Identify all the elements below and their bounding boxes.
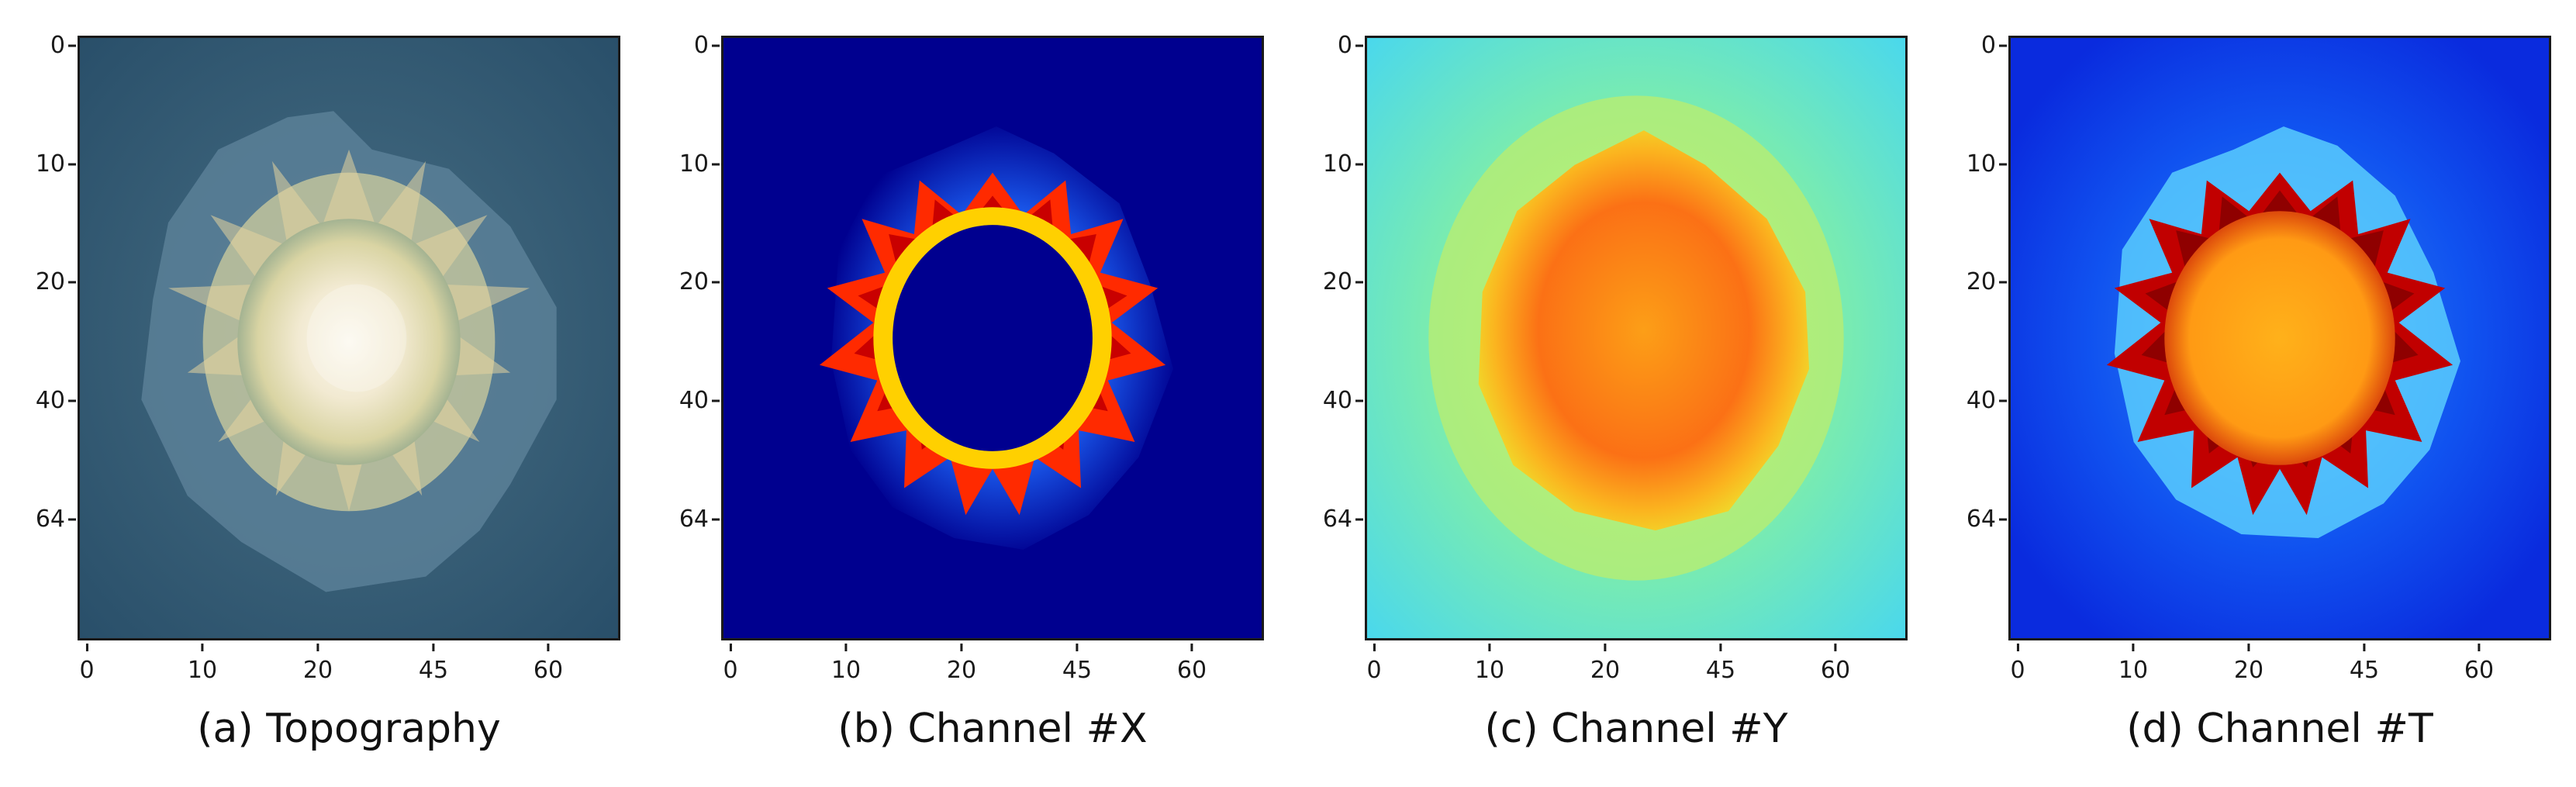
x-tick-label: 0 [79,657,95,684]
y-tick-label: 0 [693,32,709,59]
y-tick-label: 40 [679,387,709,414]
x-tick-label: 10 [1474,657,1505,684]
x-tick-label: 45 [418,657,449,684]
y-tick-label: 40 [35,387,65,414]
x-tick-label: 0 [2010,657,2025,684]
y-tick-label: 64 [1322,506,1352,533]
heatmap-topography-image [80,38,618,638]
y-tick-label: 10 [35,150,65,178]
channel-t-core [2164,211,2395,465]
heatmap-channel-x-image [723,38,1262,638]
heatmap-channel-y [1365,36,1908,640]
x-tick-label: 0 [723,657,738,684]
y-tick-label: 0 [1980,32,1996,59]
y-tick-label: 10 [679,150,709,178]
panel-channel-x: 0 10 20 40 64 0 10 20 45 60 (b) Channel … [644,0,1287,787]
y-tick-label: 40 [1322,387,1352,414]
channel-x-core [893,225,1093,451]
panel-channel-t: 0 10 20 40 64 0 10 20 45 60 (d) Channel … [1931,0,2574,787]
x-tick-label: 20 [2233,657,2264,684]
y-tick-label: 10 [1322,150,1352,178]
x-tick-label: 45 [2349,657,2380,684]
x-tick-label: 60 [533,657,564,684]
x-tick-label: 20 [1590,657,1621,684]
y-tick-label: 64 [679,506,709,533]
y-tick-label: 64 [35,506,65,533]
y-tick-label: 40 [1966,387,1996,414]
heatmap-channel-x [721,36,1264,640]
heatmap-channel-t [2008,36,2551,640]
y-tick-label: 10 [1966,150,1996,178]
panel-topography: 0 10 20 40 64 0 10 20 45 60 (a) Topograp… [0,0,644,787]
panel-caption: (a) Topography [197,706,501,752]
heatmap-topography [78,36,620,640]
x-tick-label: 20 [946,657,977,684]
panel-caption: (d) Channel #T [2126,706,2433,752]
y-tick-label: 0 [1337,32,1352,59]
y-tick-label: 20 [1966,268,1996,295]
y-tick-label: 64 [1966,506,1996,533]
channel-y-warm-region [1478,130,1810,531]
heatmap-channel-t-image [2011,38,2549,638]
x-tick-label: 45 [1705,657,1736,684]
y-tick-label: 20 [679,268,709,295]
x-tick-label: 60 [1820,657,1851,684]
panel-channel-y: 0 10 20 40 64 0 10 20 45 60 (c) Channel … [1287,0,1931,787]
y-tick-label: 0 [50,32,65,59]
x-tick-label: 60 [2464,657,2495,684]
topography-peak [237,219,461,465]
x-tick-label: 10 [2118,657,2149,684]
x-tick-label: 45 [1062,657,1093,684]
y-tick-label: 20 [1322,268,1352,295]
heatmap-channel-y-image [1367,38,1905,638]
x-tick-label: 60 [1176,657,1207,684]
x-tick-label: 20 [302,657,333,684]
x-tick-label: 10 [830,657,862,684]
y-tick-label: 20 [35,268,65,295]
panel-caption: (c) Channel #Y [1484,706,1788,752]
panel-caption: (b) Channel #X [837,706,1148,752]
x-tick-label: 10 [187,657,218,684]
x-tick-label: 0 [1366,657,1382,684]
